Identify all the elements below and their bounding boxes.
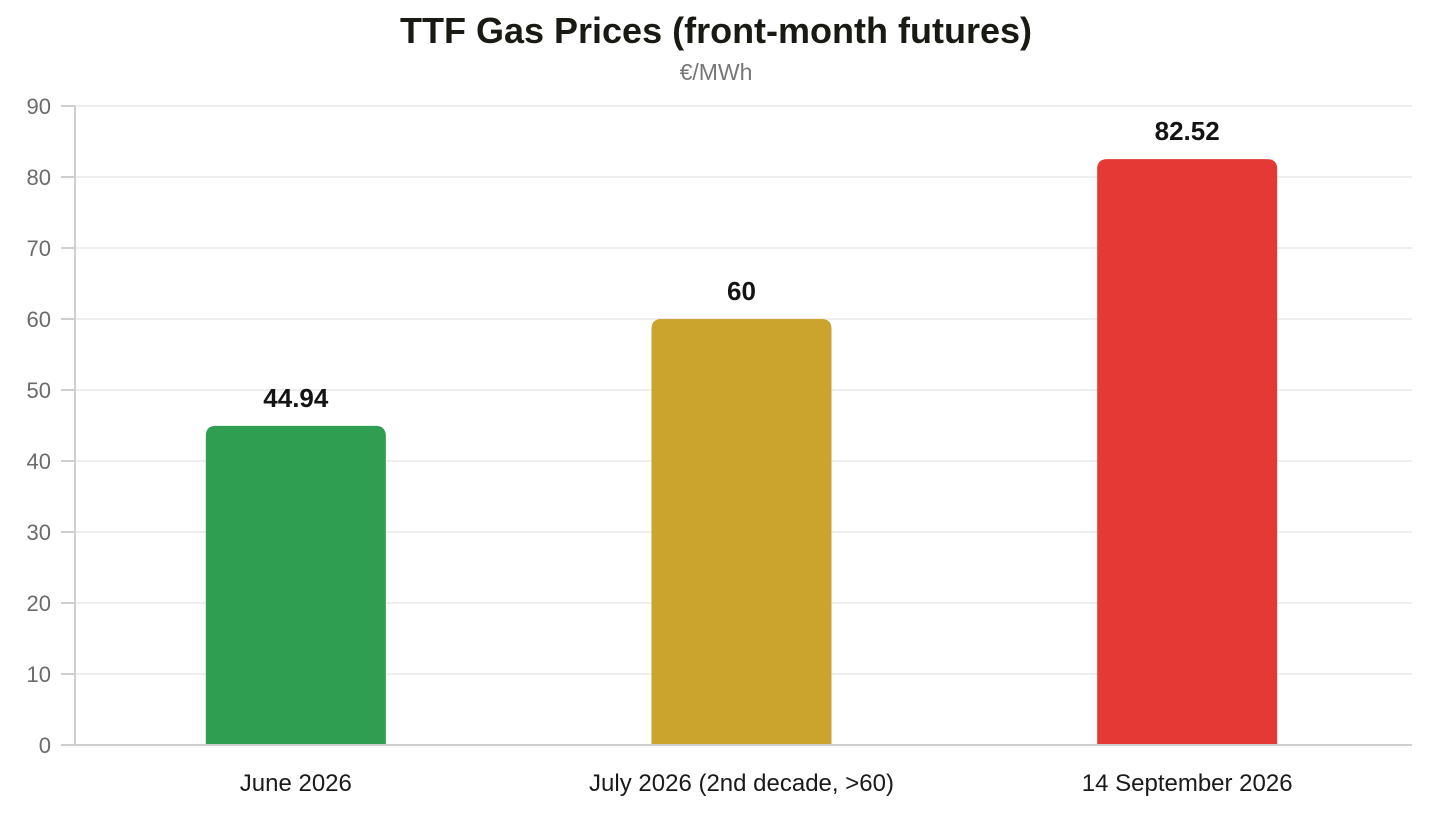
bar-2 xyxy=(651,319,832,745)
y-tick-label: 70 xyxy=(27,236,51,261)
y-tick-label: 20 xyxy=(27,591,51,616)
axes xyxy=(74,106,1412,746)
y-tick-label: 40 xyxy=(27,449,51,474)
y-tick-label: 10 xyxy=(27,662,51,687)
bars xyxy=(205,159,1278,745)
x-axis-ticks: June 2026 July 2026 (2nd decade, >60) 14 S… xyxy=(240,770,1293,797)
bar-1 xyxy=(205,425,386,745)
x-tick-label: July 2026 (2nd decade, >60) xyxy=(589,770,894,797)
bar-3 xyxy=(1097,159,1278,745)
data-label: 82.52 xyxy=(1155,116,1220,146)
y-tick-label: 30 xyxy=(27,520,51,545)
y-axis-ticks: 0 10 20 30 40 50 60 70 80 90 xyxy=(27,94,75,758)
y-tick-label: 80 xyxy=(27,165,51,190)
x-tick-label: June 2026 xyxy=(240,770,352,797)
data-label: 44.94 xyxy=(263,383,329,413)
chart-subtitle: €/MWh xyxy=(680,59,753,85)
chart-title: TTF Gas Prices (front-month futures) xyxy=(400,10,1032,51)
data-labels: 44.94 60 82.52 xyxy=(263,116,1219,413)
y-tick-label: 60 xyxy=(27,307,51,332)
y-tick-label: 50 xyxy=(27,378,51,403)
x-tick-label: 14 September 2026 xyxy=(1082,770,1293,797)
y-tick-label: 0 xyxy=(39,733,51,758)
y-tick-label: 90 xyxy=(27,94,51,119)
data-label: 60 xyxy=(727,276,756,306)
